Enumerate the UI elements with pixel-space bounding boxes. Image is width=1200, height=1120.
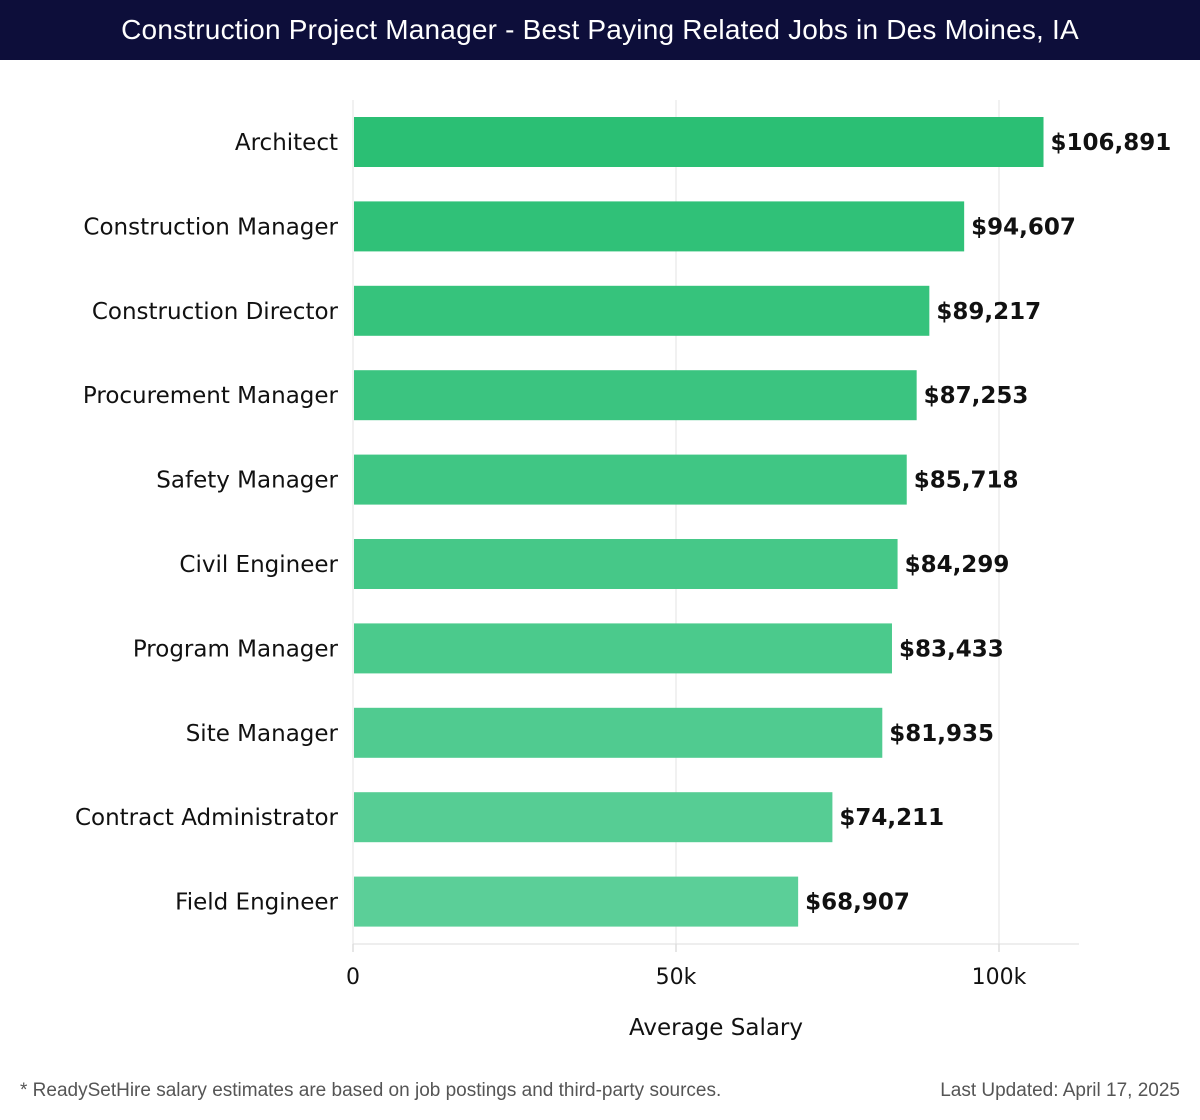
bar [354, 370, 917, 421]
bar [354, 623, 892, 674]
category-label: Architect [235, 130, 338, 156]
bar [354, 285, 930, 336]
category-label: Contract Administrator [75, 805, 339, 831]
footer-updated: Last Updated: April 17, 2025 [940, 1080, 1180, 1101]
value-label: $85,718 [914, 468, 1019, 494]
x-tick-label: 50k [656, 965, 697, 990]
bar [354, 454, 907, 505]
category-label: Construction Director [92, 299, 339, 325]
footer-note: * ReadySetHire salary estimates are base… [20, 1080, 722, 1101]
x-tick-label: 0 [346, 965, 360, 990]
category-label: Field Engineer [175, 890, 338, 916]
salary-bar-chart: Architect $106,891 Construction Manager $94… [75, 100, 1171, 1041]
bar-layer [354, 117, 1044, 927]
chart-title: Construction Project Manager - Best Payi… [0, 0, 1200, 60]
value-label: $87,253 [924, 383, 1029, 409]
bar [354, 707, 883, 758]
category-label: Safety Manager [156, 468, 338, 494]
category-label: Site Manager [186, 721, 339, 747]
axis-layer: 0 50k 100k [346, 943, 1079, 990]
category-label: Construction Manager [83, 214, 338, 240]
value-label: $74,211 [839, 805, 944, 831]
bar [354, 539, 898, 589]
value-label: $68,907 [805, 890, 910, 916]
bar [354, 117, 1044, 167]
value-label: $81,935 [889, 721, 994, 747]
label-layer: Architect $106,891 Construction Manager $94… [75, 130, 1171, 916]
bar [354, 201, 965, 252]
x-tick-label: 100k [972, 965, 1027, 990]
category-label: Civil Engineer [179, 552, 338, 578]
value-label: $89,217 [936, 299, 1041, 325]
value-label: $84,299 [905, 552, 1010, 578]
value-label: $106,891 [1051, 130, 1172, 156]
category-label: Procurement Manager [83, 383, 339, 409]
value-label: $83,433 [899, 636, 1004, 662]
x-axis-title: Average Salary [629, 1015, 803, 1041]
value-label: $94,607 [971, 214, 1076, 240]
category-label: Program Manager [133, 636, 339, 662]
bar [354, 792, 833, 843]
bar [354, 876, 799, 927]
